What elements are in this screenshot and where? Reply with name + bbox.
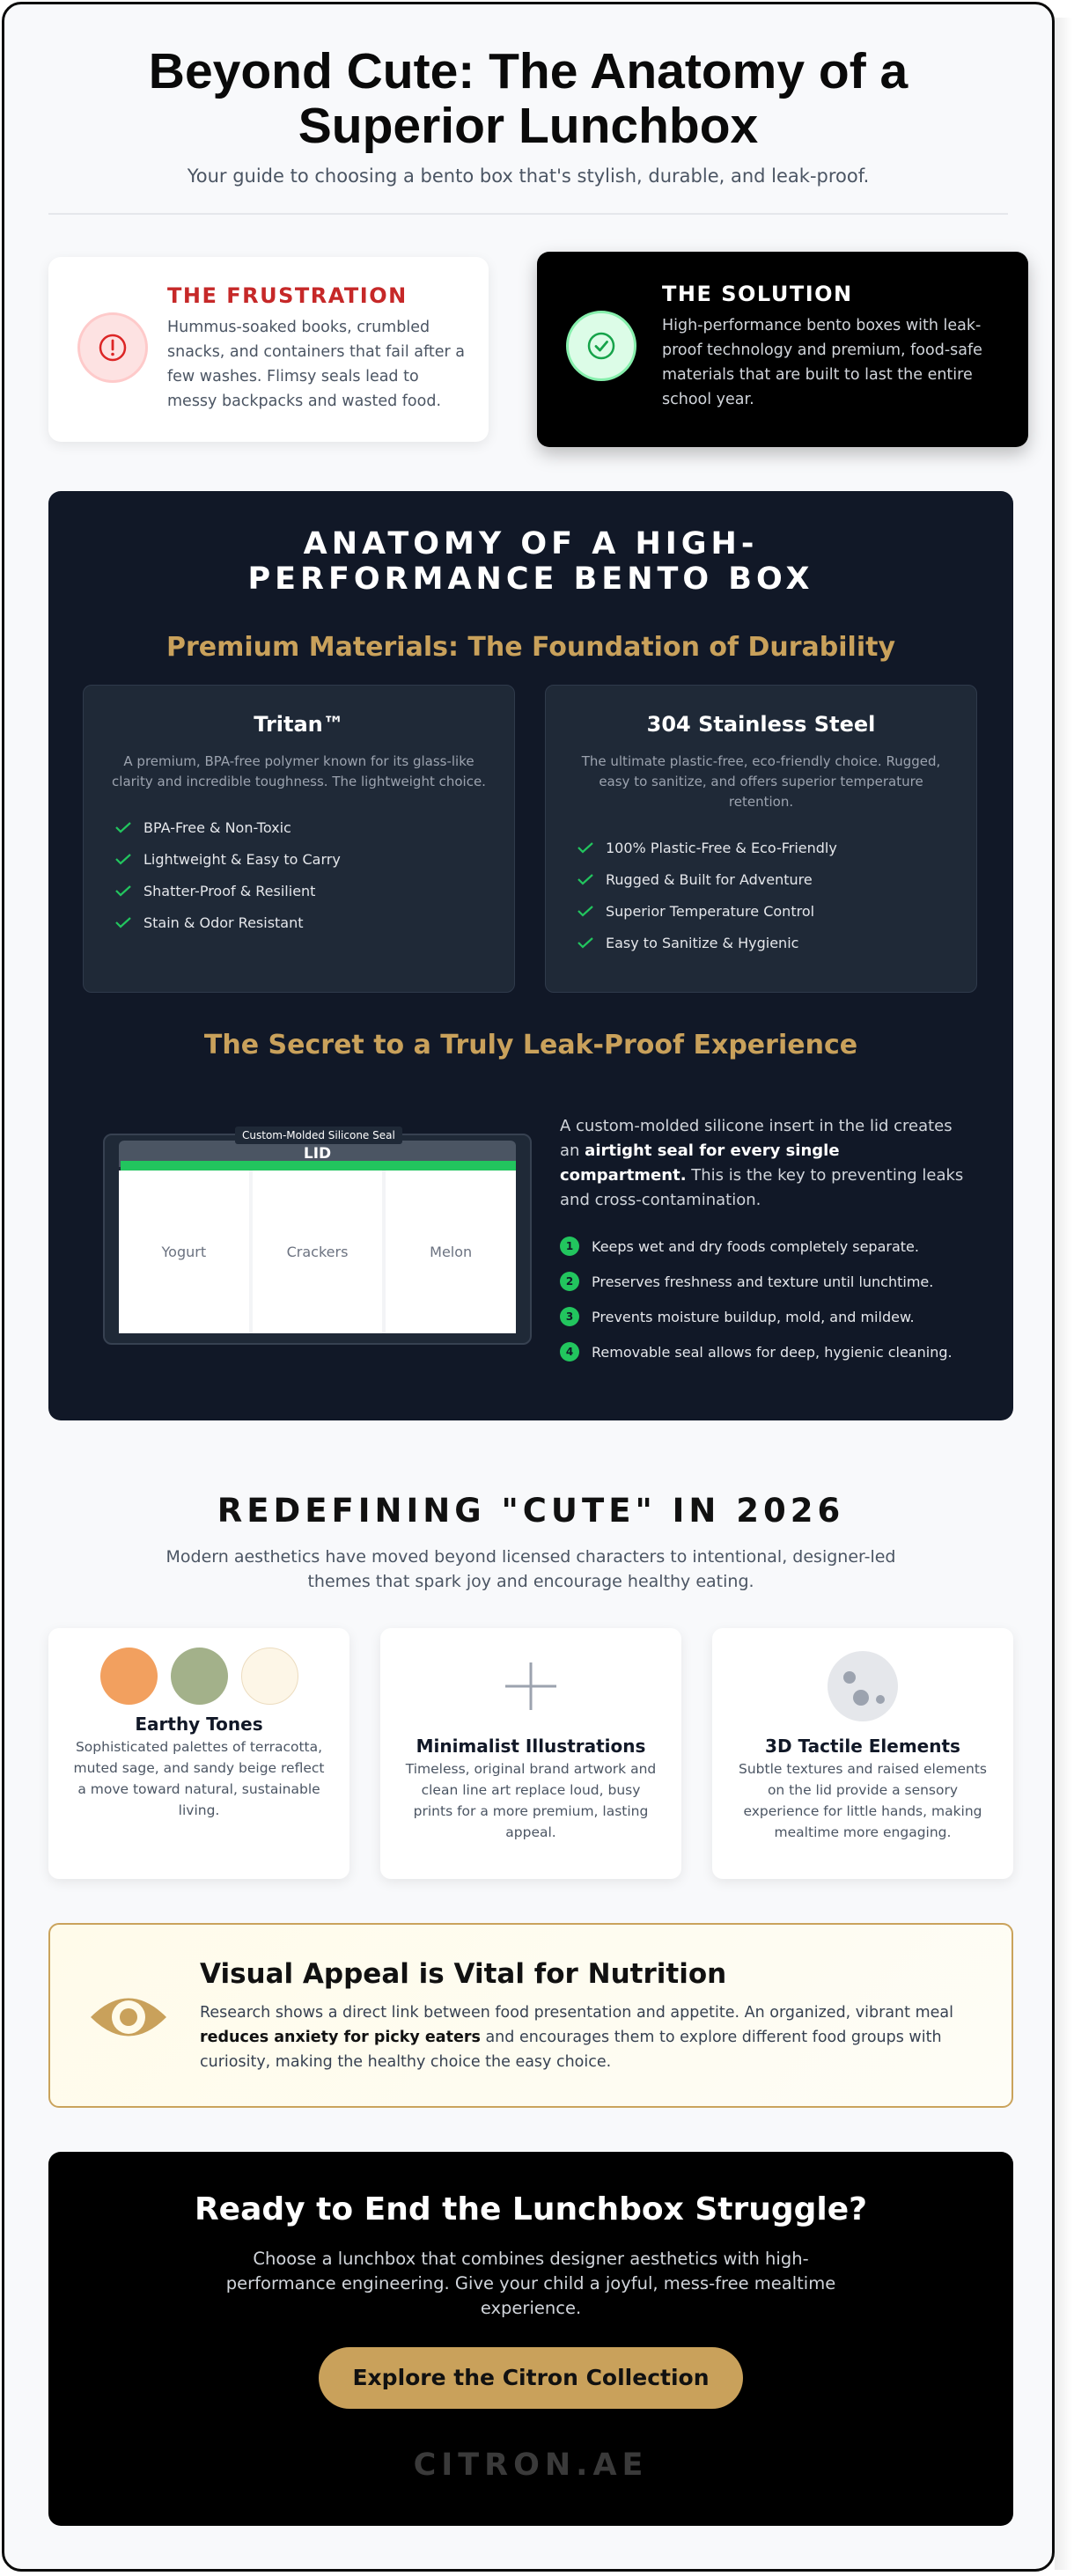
trend-body: Subtle textures and raised elements on t… [739,1761,987,1840]
cta-section: Ready to End the Lunchbox Struggle? Choo… [48,2152,1013,2526]
material-card-stainless: 304 Stainless Steel The ultimate plastic… [545,685,977,993]
checkmark-icon [115,822,131,833]
step-number: 1 [560,1237,579,1256]
trend-title: Minimalist Illustrations [416,1736,646,1757]
benefit-item: 3 Prevents moisture buildup, mold, and mi… [560,1299,965,1334]
benefit-item: 1 Keeps wet and dry foods completely sepa… [560,1229,965,1264]
trend-card-minimalist: Minimalist Illustrations Timeless, origi… [380,1628,681,1879]
problem-body: Hummus-soaked books, crumbled snacks, an… [167,319,465,410]
cta-title: Ready to End the Lunchbox Struggle? [194,2191,868,2227]
solution-body: High-performance bento boxes with leak-p… [662,317,982,408]
material-description: The ultimate plastic-free, eco-friendly … [581,753,941,810]
trend-card-tactile: 3D Tactile Elements Subtle textures and … [712,1628,1013,1879]
benefit-list: 1 Keeps wet and dry foods completely sepa… [560,1229,965,1369]
anatomy-section: ANATOMY OF A HIGH-PERFORMANCE BENTO BOX … [48,491,1013,1420]
terracotta-swatch [99,1648,158,1705]
eye-icon [87,1986,170,2051]
leak-proof-explanation: A custom-molded silicone insert in the l… [560,1114,965,1369]
checkmark-icon [115,917,131,928]
material-name: Tritan™ [254,712,344,737]
materials-heading: Premium Materials: The Foundation of Dur… [166,632,896,663]
sage-swatch [170,1648,228,1705]
compartment: Melon [386,1171,517,1333]
feature-item: Superior Temperature Control [577,895,976,927]
cta-body: Choose a lunchbox that combines designer… [225,2249,836,2318]
problem-title: THE FRUSTRATION [167,283,408,308]
seal-label: Custom-Molded Silicone Seal [235,1127,402,1144]
header: Beyond Cute: The Anatomy of a Superior L… [4,4,1052,187]
color-swatches [48,1648,349,1705]
benefit-item: 2 Preserves freshness and texture until l… [560,1264,965,1299]
material-description: A premium, BPA-free polymer known for it… [112,753,486,789]
trend-card-earthy: Earthy Tones Sophisticated palettes of t… [48,1628,349,1879]
nutrition-callout: Visual Appeal is Vital for Nutrition Res… [48,1923,1013,2108]
checkmark-icon [115,885,131,897]
feature-list: BPA-Free & Non-Toxic Lightweight & Easy … [114,811,514,938]
alert-circle-icon [77,312,148,383]
page-title: Beyond Cute: The Anatomy of a Superior L… [148,43,908,154]
checkmark-icon [577,906,593,917]
step-number: 3 [560,1307,579,1326]
page-subtitle: Your guide to choosing a bento box that'… [187,165,870,187]
feature-list: 100% Plastic-Free & Eco-Friendly Rugged … [577,832,976,958]
header-divider [48,213,1008,215]
trend-body: Timeless, original brand artwork and cle… [405,1761,657,1840]
beige-swatch [240,1648,298,1705]
nutrition-title: Visual Appeal is Vital for Nutrition [200,1958,727,1990]
compartment: Crackers [252,1171,383,1333]
benefit-item: 4 Removable seal allows for deep, hygieni… [560,1334,965,1369]
feature-item: Rugged & Built for Adventure [577,863,976,895]
page-shadow [1055,18,1072,2570]
solution-title: THE SOLUTION [662,282,853,306]
step-number: 2 [560,1272,579,1291]
nutrition-body: Research shows a direct link between foo… [200,2004,953,2071]
problem-solution-section: THE FRUSTRATION Hummus-soaked books, cru… [4,215,1052,447]
step-number: 4 [560,1342,579,1361]
checkmark-icon [115,854,131,865]
brand-wordmark: CITRON.AE [413,2448,649,2483]
checkmark-icon [577,842,593,854]
leak-intro: A custom-molded silicone insert in the l… [560,1117,964,1209]
silicone-seal [121,1161,516,1173]
compartment-tray: Yogurt Crackers Melon [119,1171,517,1333]
trend-title: Earthy Tones [135,1714,263,1735]
checkmark-icon [577,937,593,949]
explore-collection-button[interactable]: Explore the Citron Collection [319,2347,743,2409]
plus-line-icon [380,1648,681,1723]
anatomy-title: ANATOMY OF A HIGH-PERFORMANCE BENTO BOX [247,526,814,597]
feature-item: Lightweight & Easy to Carry [114,843,514,875]
compartment: Yogurt [119,1171,249,1333]
feature-item: Easy to Sanitize & Hygienic [577,927,976,958]
cute-section-subtitle: Modern aesthetics have moved beyond lice… [166,1547,896,1591]
feature-item: Stain & Odor Resistant [114,906,514,938]
lunchbox-diagram: LID Custom-Molded Silicone Seal Yogurt C… [103,1127,532,1345]
checkmark-icon [577,874,593,885]
trend-title: 3D Tactile Elements [765,1736,960,1757]
material-card-tritan: Tritan™ A premium, BPA-free polymer know… [83,685,515,993]
feature-item: BPA-Free & Non-Toxic [114,811,514,843]
tactile-dots-icon [712,1648,1013,1723]
trend-body: Sophisticated palettes of terracotta, mu… [73,1739,325,1818]
check-circle-icon [566,311,636,381]
page-frame: Beyond Cute: The Anatomy of a Superior L… [2,2,1055,2572]
feature-item: Shatter-Proof & Resilient [114,875,514,906]
feature-item: 100% Plastic-Free & Eco-Friendly [577,832,976,863]
solution-card: THE SOLUTION High-performance bento boxe… [537,252,1028,447]
problem-card: THE FRUSTRATION Hummus-soaked books, cru… [48,257,489,442]
material-name: 304 Stainless Steel [646,712,876,737]
leak-proof-heading: The Secret to a Truly Leak-Proof Experie… [203,1030,858,1060]
cute-section-title: REDEFINING "CUTE" IN 2026 [217,1492,845,1530]
